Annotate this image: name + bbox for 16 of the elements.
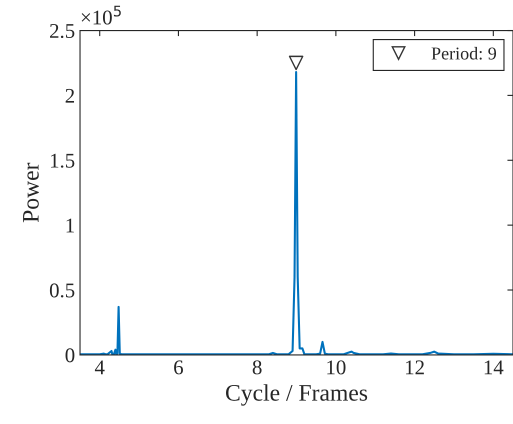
legend-label: Period: 9 — [432, 46, 496, 60]
y-axis-title: Power — [23, 162, 39, 222]
y-tick-label: 0 — [66, 348, 74, 362]
x-tick-label: 10 — [327, 360, 346, 374]
y-tick-label: 1.5 — [50, 154, 74, 168]
y-tick-label: 2.5 — [50, 24, 74, 38]
x-tick-label: 6 — [174, 360, 184, 374]
x-tick-label: 4 — [94, 360, 105, 374]
y-tick-label: 0.5 — [50, 283, 74, 298]
x-tick-label: 14 — [484, 360, 504, 374]
text: ×10$^{5}$ — [82, 6, 121, 25]
x-tick-label: 12 — [406, 360, 424, 374]
y-tick-label: 1 — [66, 218, 74, 232]
x-tick-label: 8 — [252, 360, 262, 374]
y-tick-label: 2 — [66, 88, 74, 103]
x-axis-title: Cycle / Frames — [226, 384, 368, 406]
